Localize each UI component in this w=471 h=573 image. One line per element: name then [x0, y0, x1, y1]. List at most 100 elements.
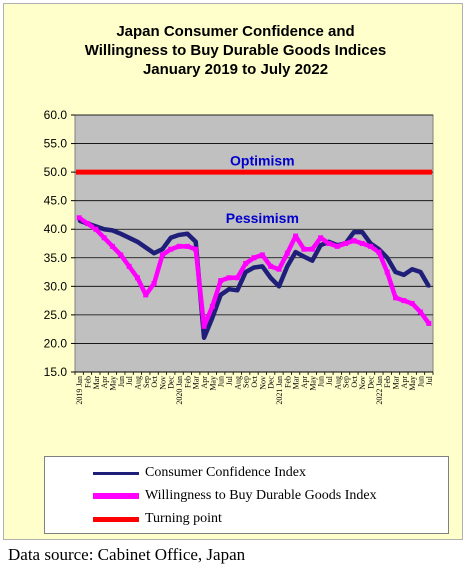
x-tick-label: Aug [333, 376, 342, 390]
chart-title-line-3: January 2019 to July 2022 [142, 61, 329, 78]
legend-swatch-durable-goods [93, 493, 139, 499]
data-point-durable-goods [184, 243, 190, 249]
data-point-durable-goods [84, 221, 90, 227]
x-tick-label: Sep [342, 376, 351, 388]
data-point-consumer-confidence [227, 287, 231, 291]
x-tick-label: Jul [425, 375, 434, 385]
x-tick-label: Nov [158, 376, 167, 390]
chart-legend: Consumer Confidence Index Willingness to… [44, 456, 449, 534]
data-point-durable-goods [284, 250, 290, 256]
x-tick-label: May [408, 376, 417, 391]
data-point-consumer-confidence [319, 243, 322, 247]
y-tick-label: 35.0 [44, 251, 68, 265]
data-point-durable-goods [326, 241, 332, 246]
legend-item-turning-point: Turning point [45, 509, 448, 529]
data-point-consumer-confidence [277, 285, 281, 288]
chart-title: Japan Consumer Confidence and Willingnes… [0, 22, 471, 79]
data-point-durable-goods [334, 243, 340, 249]
data-point-durable-goods [393, 295, 399, 301]
x-tick-label: Feb [183, 376, 192, 388]
legend-item-durable-goods: Willingness to Buy Durable Goods Index [45, 486, 448, 506]
data-point-durable-goods [376, 249, 382, 255]
x-tick-label: Oct [250, 375, 259, 387]
data-point-consumer-confidence [219, 293, 222, 297]
data-point-consumer-confidence [369, 242, 372, 245]
data-point-consumer-confidence [127, 236, 131, 240]
chart-title-line-2: Willingness to Buy Durable Goods Indices [84, 42, 387, 59]
y-tick-label: 40.0 [44, 222, 68, 236]
data-point-durable-goods [401, 298, 407, 304]
data-point-consumer-confidence [211, 316, 214, 320]
data-point-consumer-confidence [202, 336, 206, 340]
x-tick-label: Apr [200, 376, 209, 389]
x-tick-label: 2021 Jan [275, 376, 284, 405]
data-point-durable-goods [426, 320, 432, 326]
data-point-consumer-confidence [186, 232, 189, 236]
x-tick-label: Mar [192, 376, 201, 390]
data-point-durable-goods [268, 263, 274, 269]
data-point-durable-goods [234, 275, 240, 281]
data-point-durable-goods [76, 215, 82, 221]
x-tick-label: Aug [133, 376, 142, 390]
data-point-consumer-confidence [177, 233, 181, 237]
data-point-durable-goods [226, 275, 232, 281]
data-point-durable-goods [243, 260, 249, 266]
x-tick-label: 2019 Jan [75, 376, 84, 405]
y-tick-label: 50.0 [44, 165, 68, 179]
data-point-durable-goods [359, 241, 365, 246]
x-tick-label: Sep [142, 376, 151, 388]
data-point-consumer-confidence [410, 267, 414, 271]
data-point-consumer-confidence [77, 219, 81, 222]
x-tick-label: 2020 Jan [175, 376, 184, 405]
x-tick-label: Jul [125, 375, 134, 385]
x-tick-label: Sep [242, 376, 251, 388]
x-tick-label: Jun [117, 376, 126, 387]
x-tick-label: Jul [325, 375, 334, 385]
data-point-durable-goods [251, 255, 257, 261]
data-point-durable-goods [193, 246, 199, 252]
y-tick-label: 15.0 [44, 365, 68, 379]
data-point-durable-goods [309, 246, 315, 252]
data-point-durable-goods [93, 226, 99, 232]
data-point-durable-goods [418, 309, 424, 315]
x-tick-label: Jun [217, 376, 226, 387]
x-tick-label: May [308, 376, 317, 391]
data-point-durable-goods [259, 252, 265, 258]
data-point-consumer-confidence [269, 276, 272, 280]
x-tick-label: Jun [317, 376, 326, 387]
legend-swatch-turning-point [93, 517, 139, 522]
data-point-consumer-confidence [144, 246, 148, 249]
x-tick-label: Aug [233, 376, 242, 390]
data-point-durable-goods [201, 323, 207, 329]
data-point-durable-goods [343, 241, 349, 246]
data-source-note: Data source: Cabinet Office, Japan [8, 545, 246, 564]
x-tick-label: May [108, 376, 117, 391]
data-point-durable-goods [118, 252, 124, 258]
x-tick-label: May [208, 376, 217, 391]
data-point-consumer-confidence [244, 270, 247, 274]
data-point-consumer-confidence [419, 270, 422, 274]
data-point-consumer-confidence [394, 270, 397, 274]
data-point-consumer-confidence [252, 266, 256, 269]
data-point-consumer-confidence [261, 265, 264, 268]
data-point-durable-goods [218, 278, 224, 284]
y-tick-label: 25.0 [44, 308, 68, 322]
x-tick-label: Feb [383, 376, 392, 388]
data-point-durable-goods [134, 275, 140, 281]
x-tick-label: Jun [417, 376, 426, 387]
data-point-durable-goods [109, 243, 115, 249]
data-point-durable-goods [168, 246, 174, 252]
x-tick-label: Apr [300, 376, 309, 389]
data-point-consumer-confidence [402, 273, 406, 277]
y-tick-label: 45.0 [44, 194, 68, 208]
data-point-durable-goods [301, 246, 307, 252]
x-tick-label: Mar [92, 376, 101, 390]
data-point-consumer-confidence [161, 247, 164, 251]
legend-item-consumer-confidence: Consumer Confidence Index [45, 463, 448, 483]
y-tick-label: 60.0 [44, 108, 68, 122]
data-point-consumer-confidence [294, 250, 297, 254]
data-point-consumer-confidence [119, 232, 123, 236]
annotation-optimism: Optimism [230, 153, 295, 169]
data-point-durable-goods [318, 235, 324, 241]
